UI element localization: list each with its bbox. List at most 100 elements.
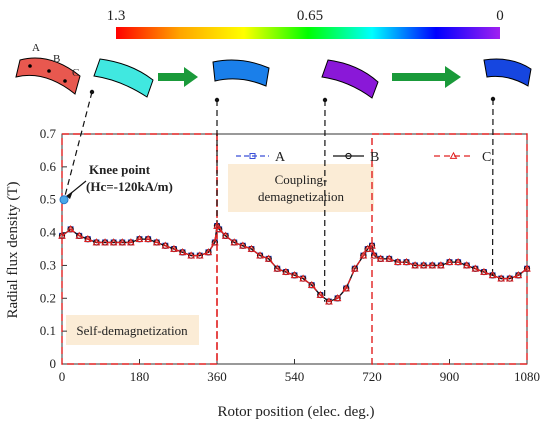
data-point-c [170,244,178,252]
data-point-c [419,261,428,269]
magnet-label-b: B [53,53,60,65]
series-line-b [61,224,528,303]
legend-marker-c [449,151,458,159]
data-point-c [230,238,239,246]
data-point-c [368,241,376,249]
data-point-c [480,267,488,275]
x-tick-label: 1080 [514,369,540,384]
data-point-c [393,257,402,266]
data-point-c [238,241,247,249]
data-point-c [350,264,359,272]
data-point-c [376,254,385,262]
data-point-c [342,284,351,292]
data-point-c [437,261,445,269]
data-point-c [135,234,144,243]
magnet-point-a [28,64,32,68]
data-point-c [307,280,316,289]
colorbar-label-min: 0 [496,8,504,24]
colorbar-gradient [116,27,500,39]
data-point-c [75,231,84,239]
data-point-c [127,238,135,246]
coupling-label-box [228,164,374,212]
x-tick-label: 0 [59,369,66,384]
magnet-snapshot-2 [212,59,270,87]
data-point-c [204,248,213,256]
legend-marker-b [345,152,352,160]
data-point-c [333,294,342,302]
x-tick-label: 360 [207,369,227,384]
data-point-c [211,238,219,246]
data-point-c [523,264,531,272]
y-tick-label: 0.4 [40,225,57,240]
data-point-c [282,267,290,275]
x-tick-label: 180 [130,369,150,384]
data-point-c [92,238,101,246]
data-point-c [221,231,230,239]
data-point-c [213,221,221,229]
magnet-label-a: A [32,42,40,54]
data-point-c [370,251,378,259]
legend-marker-a [249,153,256,159]
data-point-c [325,297,333,305]
data-point-c [101,238,109,246]
series-line-a [61,224,528,303]
knee-point-marker [59,195,69,205]
data-point-c [428,261,437,269]
data-point-c [316,290,325,298]
knee-point-value: (Hc=-120kA/m) [86,179,173,194]
data-point-c [187,251,196,259]
legend-label-c: C [482,150,491,165]
data-point-c [471,264,480,272]
data-point-c [152,238,161,246]
data-point-c [161,241,170,249]
data-point-c [144,234,152,243]
y-tick-label: 0 [50,356,57,371]
self-demag-label: Self-demagnetization [76,323,188,338]
data-point-c [402,257,411,266]
y-tick-label: 0.2 [40,290,56,305]
x-tick-label: 540 [285,369,305,384]
x-tick-label: 720 [362,369,382,384]
magnet-snapshot-1 [93,58,154,98]
data-point-c [385,254,394,262]
y-tick-label: 0.5 [40,192,56,207]
magnet-snapshot-4 [483,58,532,87]
data-point-c [264,254,273,262]
magnet-point-b [47,69,51,73]
green-arrow-1 [158,67,198,87]
x-tick-label: 900 [440,369,460,384]
magnet-label-c: C [72,67,79,79]
data-point-c [454,257,462,266]
data-point-c [178,248,187,256]
x-axis-title: Rotor position (elec. deg.) [217,404,374,420]
y-tick-label: 0.6 [40,159,57,174]
magnet-snapshot-3 [321,59,379,99]
data-point-c [445,257,454,266]
legend-label-b: B [370,150,379,165]
data-point-c [359,251,368,259]
data-point-c [411,261,419,269]
y-tick-label: 0.3 [40,257,56,272]
coupling-label-line1: Coupling- [275,172,328,187]
data-point-c [118,238,127,246]
data-series [58,221,531,305]
connector-line [63,91,93,200]
data-point-c [195,251,204,259]
plot-axes: 0 0.1 0.2 0.3 0.4 0.5 0.6 0.7 0 180 360 540 720 900 10… [40,126,540,384]
coupling-label-line2: demagnetization [258,189,344,204]
legend-label-a: A [275,150,286,165]
knee-pointer-head [66,191,73,199]
colorbar-label-max: 1.3 [107,8,126,24]
data-point-c [247,244,256,252]
data-point-c [109,238,118,246]
region-right [371,133,528,365]
data-point-c [514,271,523,279]
data-point-c [58,231,66,239]
colorbar-label-mid: 0.65 [297,8,323,24]
knee-point-title: Knee point [89,162,151,177]
y-axis-title: Radial flux density (T) [5,181,21,318]
data-point-c [83,234,92,243]
data-point-c [66,225,75,233]
magnet-piece-abc [15,57,81,95]
